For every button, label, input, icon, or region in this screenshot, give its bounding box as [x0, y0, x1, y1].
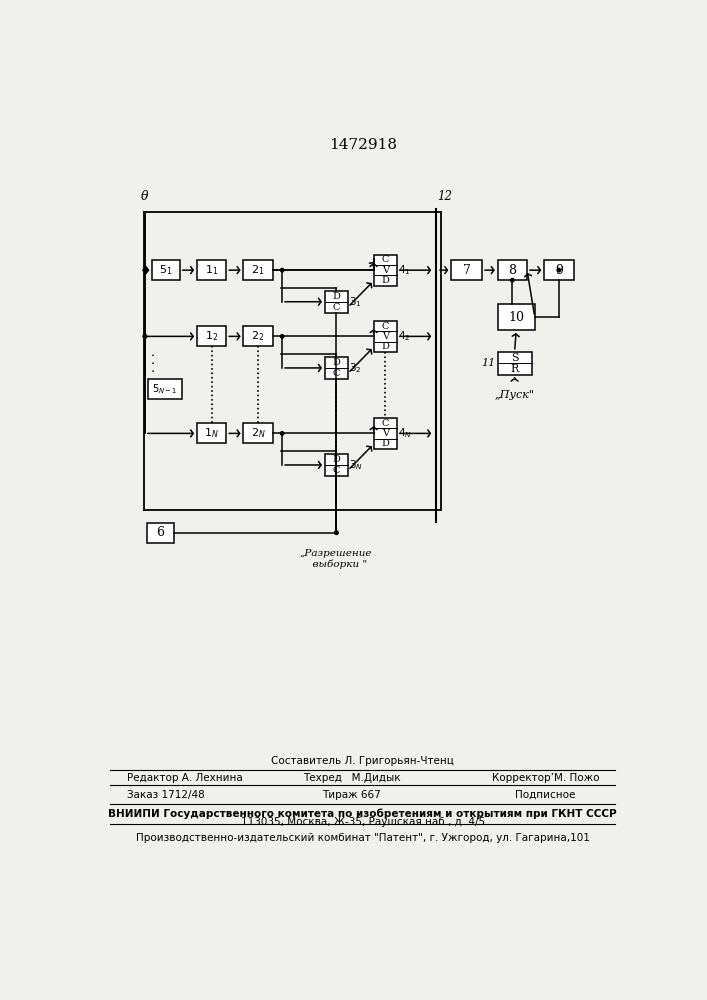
- Text: $5_1$: $5_1$: [159, 263, 173, 277]
- Text: V: V: [382, 429, 389, 438]
- Circle shape: [281, 432, 284, 435]
- Text: „Пуск": „Пуск": [495, 390, 534, 400]
- Text: C: C: [382, 322, 389, 331]
- Text: $5_{N-1}$: $5_{N-1}$: [153, 382, 177, 396]
- Text: $3_2$: $3_2$: [349, 361, 361, 375]
- Bar: [197, 260, 226, 280]
- Text: D: D: [332, 455, 340, 464]
- Text: R: R: [510, 364, 519, 374]
- Text: 11: 11: [481, 358, 495, 368]
- Text: D: D: [381, 276, 389, 285]
- Text: 7: 7: [462, 264, 471, 277]
- Bar: [325, 454, 348, 476]
- Bar: [197, 423, 226, 443]
- Text: $1_2$: $1_2$: [205, 329, 218, 343]
- Text: · · ·: · · ·: [149, 353, 163, 372]
- Bar: [243, 326, 273, 346]
- Bar: [373, 321, 397, 352]
- Text: D: D: [381, 439, 389, 448]
- Text: $1_N$: $1_N$: [204, 426, 219, 440]
- Text: 1472918: 1472918: [329, 138, 397, 152]
- Bar: [148, 379, 182, 399]
- Text: $2_N$: $2_N$: [251, 426, 266, 440]
- Text: Подписное: Подписное: [515, 790, 575, 800]
- Circle shape: [144, 335, 146, 338]
- Bar: [498, 304, 534, 330]
- Text: Составитель Л. Григорьян-Чтенц: Составитель Л. Григорьян-Чтенц: [271, 756, 454, 766]
- Text: C: C: [382, 419, 389, 428]
- Circle shape: [334, 531, 338, 534]
- Bar: [243, 260, 273, 280]
- Bar: [373, 418, 397, 449]
- Text: ВНИИПИ Государственного комитета по изобретениям и открытиям при ГКНТ СССР: ВНИИПИ Государственного комитета по изоб…: [108, 809, 617, 819]
- Text: $4_2$: $4_2$: [397, 329, 410, 343]
- Text: D: D: [381, 342, 389, 351]
- Text: Производственно-издательский комбинат "Патент", г. Ужгород, ул. Гагарина,101: Производственно-издательский комбинат "П…: [136, 833, 590, 843]
- Bar: [325, 357, 348, 379]
- Bar: [451, 260, 482, 280]
- Circle shape: [510, 278, 514, 282]
- Text: 9: 9: [555, 264, 563, 277]
- Bar: [498, 260, 527, 280]
- Text: 8: 8: [508, 264, 516, 277]
- Text: S: S: [511, 353, 518, 363]
- Text: $1_1$: $1_1$: [205, 263, 218, 277]
- Text: C: C: [333, 369, 340, 378]
- Bar: [146, 523, 175, 543]
- Text: „Разрешение
  выборки ": „Разрешение выборки ": [300, 549, 373, 569]
- Text: 6: 6: [156, 526, 165, 539]
- Text: $3_N$: $3_N$: [349, 458, 363, 472]
- Text: V: V: [382, 332, 389, 341]
- Text: θ: θ: [141, 190, 148, 203]
- Text: Техред   М.Дидык: Техред М.Дидык: [303, 773, 401, 783]
- Bar: [498, 352, 532, 375]
- Text: 12: 12: [437, 190, 452, 203]
- Text: V: V: [382, 266, 389, 275]
- Text: 10: 10: [508, 311, 524, 324]
- Text: $2_2$: $2_2$: [252, 329, 264, 343]
- Circle shape: [144, 335, 146, 338]
- Bar: [325, 291, 348, 312]
- Text: Заказ 1712/48: Заказ 1712/48: [127, 790, 205, 800]
- Text: Корректор’М. Пожо: Корректор’М. Пожо: [492, 773, 600, 783]
- Circle shape: [144, 268, 146, 272]
- Text: $3_1$: $3_1$: [349, 295, 361, 309]
- Text: C: C: [333, 303, 340, 312]
- Text: D: D: [332, 292, 340, 301]
- Text: $2_1$: $2_1$: [252, 263, 265, 277]
- Text: $4_N$: $4_N$: [397, 426, 411, 440]
- Bar: [544, 260, 573, 280]
- Text: C: C: [333, 466, 340, 475]
- Circle shape: [557, 268, 561, 272]
- Circle shape: [281, 335, 284, 338]
- Text: Тираж 667: Тираж 667: [322, 790, 381, 800]
- Bar: [152, 260, 180, 280]
- Text: $4_1$: $4_1$: [397, 263, 410, 277]
- Text: C: C: [382, 255, 389, 264]
- Text: Редактор А. Лехнина: Редактор А. Лехнина: [127, 773, 243, 783]
- Circle shape: [144, 268, 146, 272]
- Text: D: D: [332, 358, 340, 367]
- Circle shape: [334, 531, 338, 534]
- Bar: [373, 255, 397, 286]
- Bar: [197, 326, 226, 346]
- Text: 113035, Москва, Ж-35, Раушская наб., д. 4/5: 113035, Москва, Ж-35, Раушская наб., д. …: [240, 817, 485, 827]
- Bar: [243, 423, 273, 443]
- Circle shape: [281, 268, 284, 272]
